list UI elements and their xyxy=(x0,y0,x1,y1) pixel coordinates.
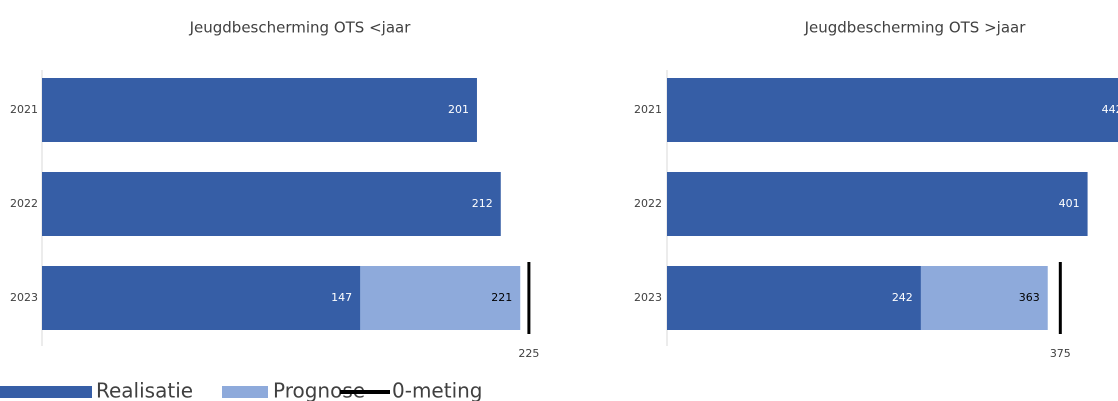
data-label: 401 xyxy=(1059,197,1080,210)
y-tick-label: 2021 xyxy=(10,103,38,116)
legend-swatch xyxy=(222,386,268,398)
data-label: 225 xyxy=(518,347,539,360)
y-tick-label: 2022 xyxy=(634,197,662,210)
realisatie-bar xyxy=(42,78,477,142)
data-label: 363 xyxy=(1019,291,1040,304)
legend-label: 0-meting xyxy=(392,379,483,401)
y-tick-label: 2023 xyxy=(634,291,662,304)
data-label: 442 xyxy=(1102,103,1118,116)
data-label: 201 xyxy=(448,103,469,116)
y-tick-label: 2021 xyxy=(634,103,662,116)
data-label: 221 xyxy=(491,291,512,304)
data-label: 212 xyxy=(472,197,493,210)
legend-swatch xyxy=(0,386,92,398)
legend-label: Prognose xyxy=(273,379,365,401)
chart-title: Jeugdbescherming OTS >jaar xyxy=(804,19,1027,37)
legend-label: Realisatie xyxy=(96,379,193,401)
realisatie-bar xyxy=(42,266,361,330)
data-label: 242 xyxy=(892,291,913,304)
data-label: 147 xyxy=(331,291,352,304)
data-label: 375 xyxy=(1050,347,1071,360)
realisatie-bar xyxy=(667,172,1088,236)
realisatie-bar xyxy=(667,266,921,330)
y-tick-label: 2023 xyxy=(10,291,38,304)
y-tick-label: 2022 xyxy=(10,197,38,210)
realisatie-bar xyxy=(42,172,501,236)
realisatie-bar xyxy=(667,78,1118,142)
chart-title: Jeugdbescherming OTS <jaar xyxy=(189,19,412,37)
